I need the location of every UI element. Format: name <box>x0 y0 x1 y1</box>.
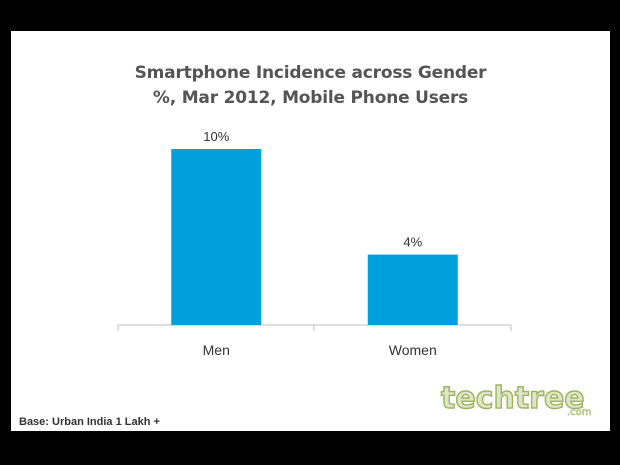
data-label-men: 10% <box>203 129 229 144</box>
bar-women <box>367 254 458 325</box>
category-label-women: Women <box>389 342 437 358</box>
svg-text:techtree: techtree <box>441 381 585 416</box>
techtree-logo: techtree .com <box>440 381 592 418</box>
bar-chart: 10% Men 4% Women <box>117 129 512 358</box>
svg-text:.com: .com <box>567 407 592 418</box>
chart-slide: Smartphone Incidence across Gender %, Ma… <box>11 31 610 431</box>
chart-title: Smartphone Incidence across Gender <box>134 63 487 83</box>
bar-men <box>171 149 262 325</box>
chart-subtitle: %, Mar 2012, Mobile Phone Users <box>152 88 469 108</box>
base-footnote: Base: Urban India 1 Lakh + <box>19 416 160 428</box>
category-label-men: Men <box>203 342 230 358</box>
data-label-women: 4% <box>403 235 422 250</box>
